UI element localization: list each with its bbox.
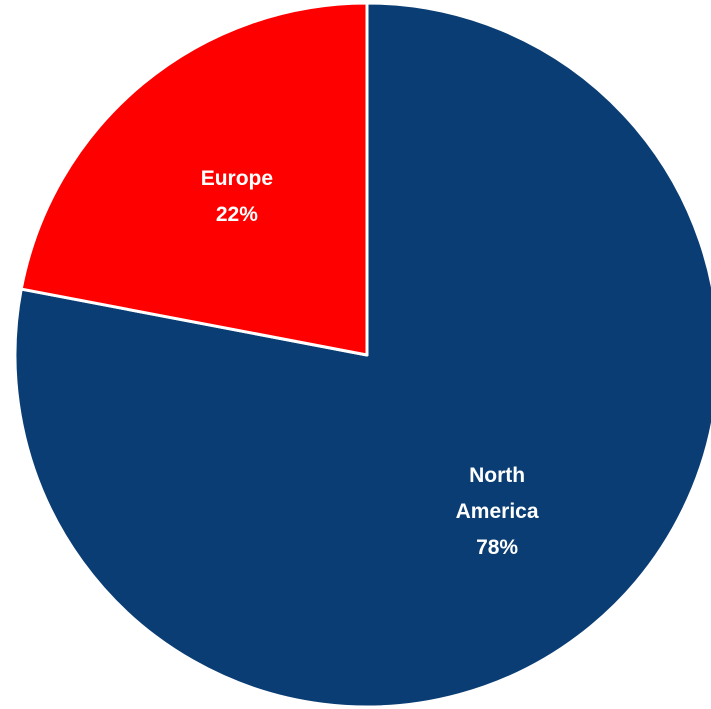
pie-labels: North America 78% Europe 22% bbox=[201, 167, 539, 559]
pie-slice-percent: 78% bbox=[476, 536, 518, 559]
pie-slice-name: North bbox=[469, 464, 525, 487]
pie-slice-name: America bbox=[456, 500, 539, 523]
pie-slice-name: Europe bbox=[201, 167, 273, 190]
pie-slice-percent: 22% bbox=[216, 203, 258, 226]
pie-slice-label-1: Europe 22% bbox=[201, 167, 273, 226]
pie-slice-label-0: North America 78% bbox=[456, 464, 539, 559]
pie-slice-1 bbox=[19, 1, 369, 357]
pie-slices bbox=[13, 1, 711, 709]
